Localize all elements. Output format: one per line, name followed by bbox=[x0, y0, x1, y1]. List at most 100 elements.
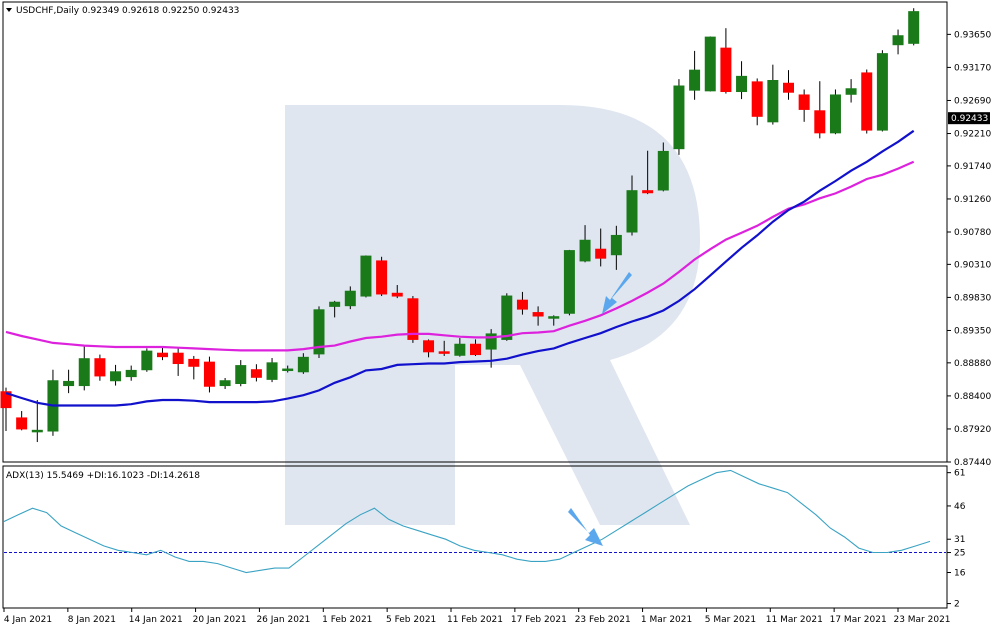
candle-body bbox=[16, 417, 28, 430]
candle-body bbox=[360, 255, 372, 297]
candle bbox=[0, 387, 12, 432]
price-tick-label: 0.87440 bbox=[954, 458, 991, 468]
date-x-axis: 4 Jan 2021 8 Jan 2021 14 Jan 2021 20 Jan 20… bbox=[3, 608, 951, 625]
candle bbox=[845, 79, 857, 103]
candle bbox=[454, 338, 466, 357]
candle bbox=[470, 339, 481, 356]
candle-body bbox=[94, 358, 106, 377]
candle bbox=[767, 64, 779, 125]
candle bbox=[407, 296, 419, 343]
moving-average-slow-line bbox=[5, 160, 915, 352]
candle-body bbox=[376, 260, 388, 295]
candle-body bbox=[125, 369, 137, 378]
candle-body bbox=[579, 239, 591, 262]
candle-body bbox=[767, 80, 779, 123]
price-tick-label: 0.91740 bbox=[954, 162, 991, 172]
price-y-axis: 0.93650 0.93170 0.92690 0.92210 0.91740 0.912… bbox=[947, 30, 991, 468]
candle-body bbox=[313, 309, 325, 355]
candle bbox=[642, 150, 654, 195]
candle bbox=[501, 293, 513, 341]
current-price-marker bbox=[948, 112, 990, 125]
indicator-panel-frame bbox=[2, 465, 948, 609]
candle bbox=[657, 142, 669, 192]
candle-body bbox=[485, 333, 497, 350]
candle bbox=[78, 346, 90, 391]
candles-layer bbox=[0, 8, 920, 443]
candle-body bbox=[172, 352, 184, 365]
candle bbox=[219, 377, 231, 390]
candle bbox=[188, 355, 200, 380]
candle-body bbox=[751, 81, 763, 117]
candle-body bbox=[689, 69, 701, 91]
date-tick-label: 4 Jan 2021 bbox=[4, 615, 52, 625]
candle bbox=[783, 70, 794, 100]
candle-body bbox=[31, 429, 43, 433]
price-tick-label: 0.89830 bbox=[954, 293, 991, 303]
candle bbox=[876, 50, 888, 132]
candle-body bbox=[845, 88, 857, 95]
candle-body bbox=[235, 365, 247, 384]
candle bbox=[172, 348, 184, 376]
candle bbox=[814, 81, 826, 139]
candle-body bbox=[908, 11, 920, 44]
candle-body bbox=[548, 316, 560, 319]
candle bbox=[626, 175, 638, 236]
candle bbox=[720, 28, 732, 94]
candle-body bbox=[595, 248, 607, 259]
candle-body bbox=[391, 292, 403, 297]
candle-body bbox=[423, 340, 435, 353]
price-tick-label: 0.90310 bbox=[954, 260, 991, 270]
candle-body bbox=[720, 47, 732, 93]
moving-average-fast-line bbox=[5, 129, 915, 407]
candle-body bbox=[783, 82, 794, 93]
date-tick-label: 26 Jan 2021 bbox=[256, 615, 310, 625]
candle-body bbox=[250, 369, 262, 378]
candle bbox=[376, 256, 388, 297]
price-tick-label: 0.87920 bbox=[954, 425, 991, 435]
candle bbox=[125, 365, 137, 381]
price-tick-label: 0.91260 bbox=[954, 195, 991, 205]
price-tick-label: 0.89350 bbox=[954, 326, 991, 336]
candle-body bbox=[110, 371, 122, 382]
candle-body bbox=[329, 301, 341, 307]
candle bbox=[829, 89, 841, 135]
candle-body bbox=[141, 350, 153, 371]
adx-tick-label: 46 bbox=[954, 502, 966, 512]
candle bbox=[516, 291, 528, 315]
candle-body bbox=[297, 356, 309, 373]
dropdown-triangle-icon[interactable] bbox=[6, 8, 12, 12]
symbol-header: USDCHF,Daily 0.92349 0.92618 0.92250 0.9… bbox=[6, 6, 239, 16]
arrow-annotation-adx bbox=[568, 508, 603, 546]
price-tick-label: 0.92210 bbox=[954, 130, 991, 140]
candle bbox=[157, 346, 168, 361]
candle-body bbox=[563, 250, 575, 314]
candle-body bbox=[657, 150, 669, 191]
candle-body bbox=[438, 351, 450, 354]
candle bbox=[313, 306, 325, 359]
adx-tick-label: 61 bbox=[954, 469, 965, 479]
broker-logo-watermark bbox=[285, 105, 700, 525]
candle-body bbox=[470, 343, 481, 356]
candle bbox=[94, 354, 106, 381]
date-tick-label: 17 Feb 2021 bbox=[511, 615, 567, 625]
candle-body bbox=[0, 391, 12, 409]
date-tick-label: 5 Mar 2021 bbox=[705, 615, 756, 625]
candle bbox=[892, 29, 904, 55]
adx-line bbox=[3, 469, 931, 574]
candle bbox=[47, 369, 59, 436]
candle-body bbox=[532, 312, 544, 317]
candle bbox=[344, 286, 356, 310]
candle bbox=[751, 78, 763, 126]
candle-body bbox=[501, 295, 513, 340]
adx-tick-label: 25 bbox=[954, 549, 965, 559]
candle-body bbox=[829, 94, 841, 134]
candle-body bbox=[610, 234, 622, 256]
candle bbox=[595, 228, 607, 267]
candle-body bbox=[78, 358, 90, 387]
candle bbox=[673, 79, 685, 155]
price-tick-label: 0.88400 bbox=[954, 392, 991, 402]
candle-body bbox=[642, 190, 654, 194]
candle bbox=[548, 315, 560, 326]
